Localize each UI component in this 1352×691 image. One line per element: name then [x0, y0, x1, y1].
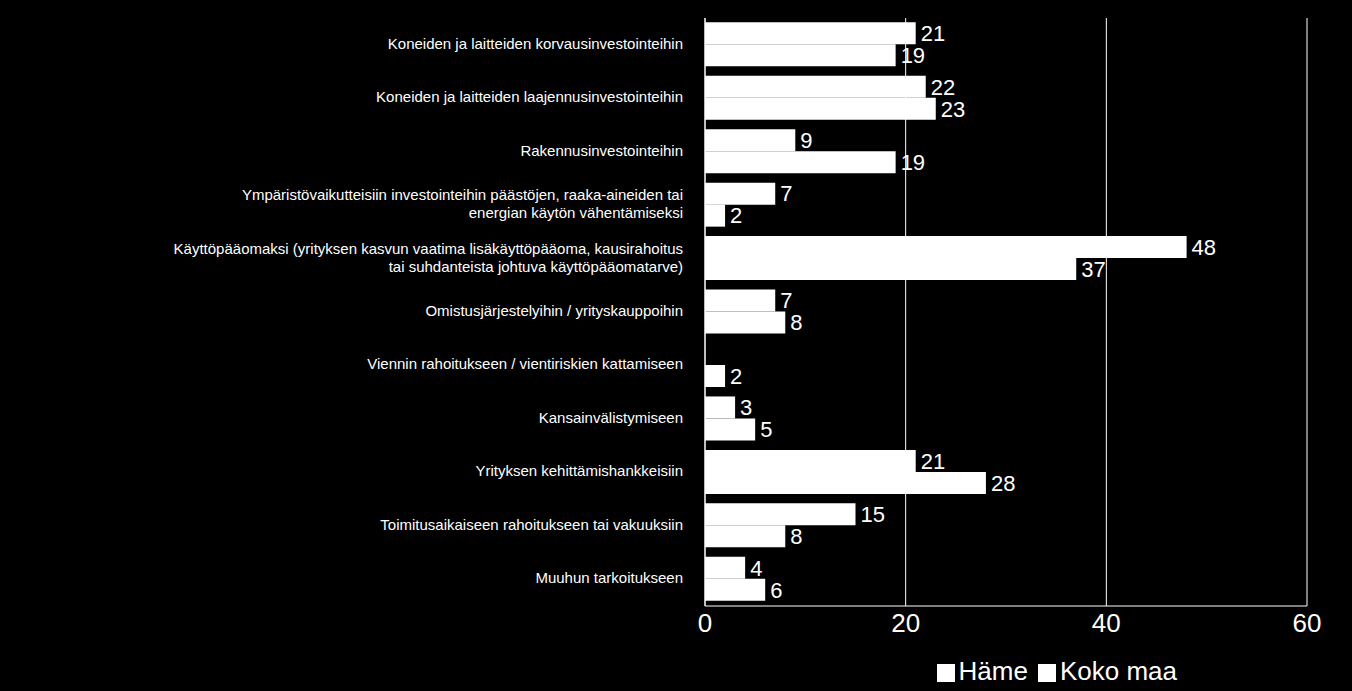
svg-text:7: 7	[780, 181, 792, 206]
svg-text:22: 22	[930, 74, 956, 100]
svg-text:Koneiden ja laitteiden korvaus: Koneiden ja laitteiden korvausinvestoint…	[388, 35, 683, 52]
svg-text:Yrityksen kehittämishankkeisii: Yrityksen kehittämishankkeisiin	[475, 462, 683, 479]
svg-text:Omistusjärjestelyihin / yritys: Omistusjärjestelyihin / yrityskauppoihin	[425, 302, 683, 319]
svg-text:15: 15	[861, 502, 885, 527]
svg-text:6: 6	[770, 578, 782, 603]
svg-text:48: 48	[1192, 235, 1216, 260]
svg-text:19: 19	[901, 150, 925, 175]
svg-text:Koneiden ja laitteiden laajenn: Koneiden ja laitteiden laajennusinvestoi…	[376, 88, 683, 105]
svg-text:Rakennusinvestointeihin: Rakennusinvestointeihin	[520, 142, 683, 159]
svg-text:60: 60	[1293, 608, 1322, 638]
svg-text:Käyttöpääomaksi (yrityksen kas: Käyttöpääomaksi (yrityksen kasvun vaatim…	[174, 240, 683, 275]
svg-text:8: 8	[790, 524, 802, 549]
svg-text:7: 7	[780, 288, 793, 314]
svg-text:3: 3	[740, 395, 752, 420]
svg-text:9: 9	[800, 128, 812, 153]
svg-text:Ympäristövaikutteisiin investo: Ympäristövaikutteisiin investointeihin p…	[242, 186, 683, 221]
html-text:Häme: Häme	[958, 656, 1028, 686]
svg-text:0: 0	[698, 608, 712, 638]
svg-text:28: 28	[991, 471, 1015, 496]
svg-text:Toimitusaikaiseen rahoitukseen: Toimitusaikaiseen rahoitukseen tai vakuu…	[380, 516, 683, 533]
svg-text:40: 40	[1092, 608, 1121, 638]
svg-text:20: 20	[891, 608, 920, 638]
svg-text:21: 21	[921, 449, 945, 474]
svg-text:2: 2	[730, 364, 742, 389]
svg-text:4: 4	[750, 556, 762, 581]
svg-text:Muuhun tarkoitukseen: Muuhun tarkoitukseen	[535, 569, 683, 586]
html-text:Koko maa: Koko maa	[1059, 656, 1177, 686]
svg-text:21: 21	[920, 21, 946, 47]
svg-text:8: 8	[790, 310, 802, 335]
svg-text:Viennin rahoitukseen / vientir: Viennin rahoitukseen / vientiriskien kat…	[367, 355, 683, 372]
svg-text:5: 5	[760, 417, 772, 442]
svg-text:Kansainvälistymiseen: Kansainvälistymiseen	[539, 409, 683, 426]
svg-text:19: 19	[901, 43, 925, 68]
svg-text:37: 37	[1081, 257, 1105, 282]
svg-text:23: 23	[941, 97, 965, 122]
svg-text:2: 2	[730, 203, 742, 228]
